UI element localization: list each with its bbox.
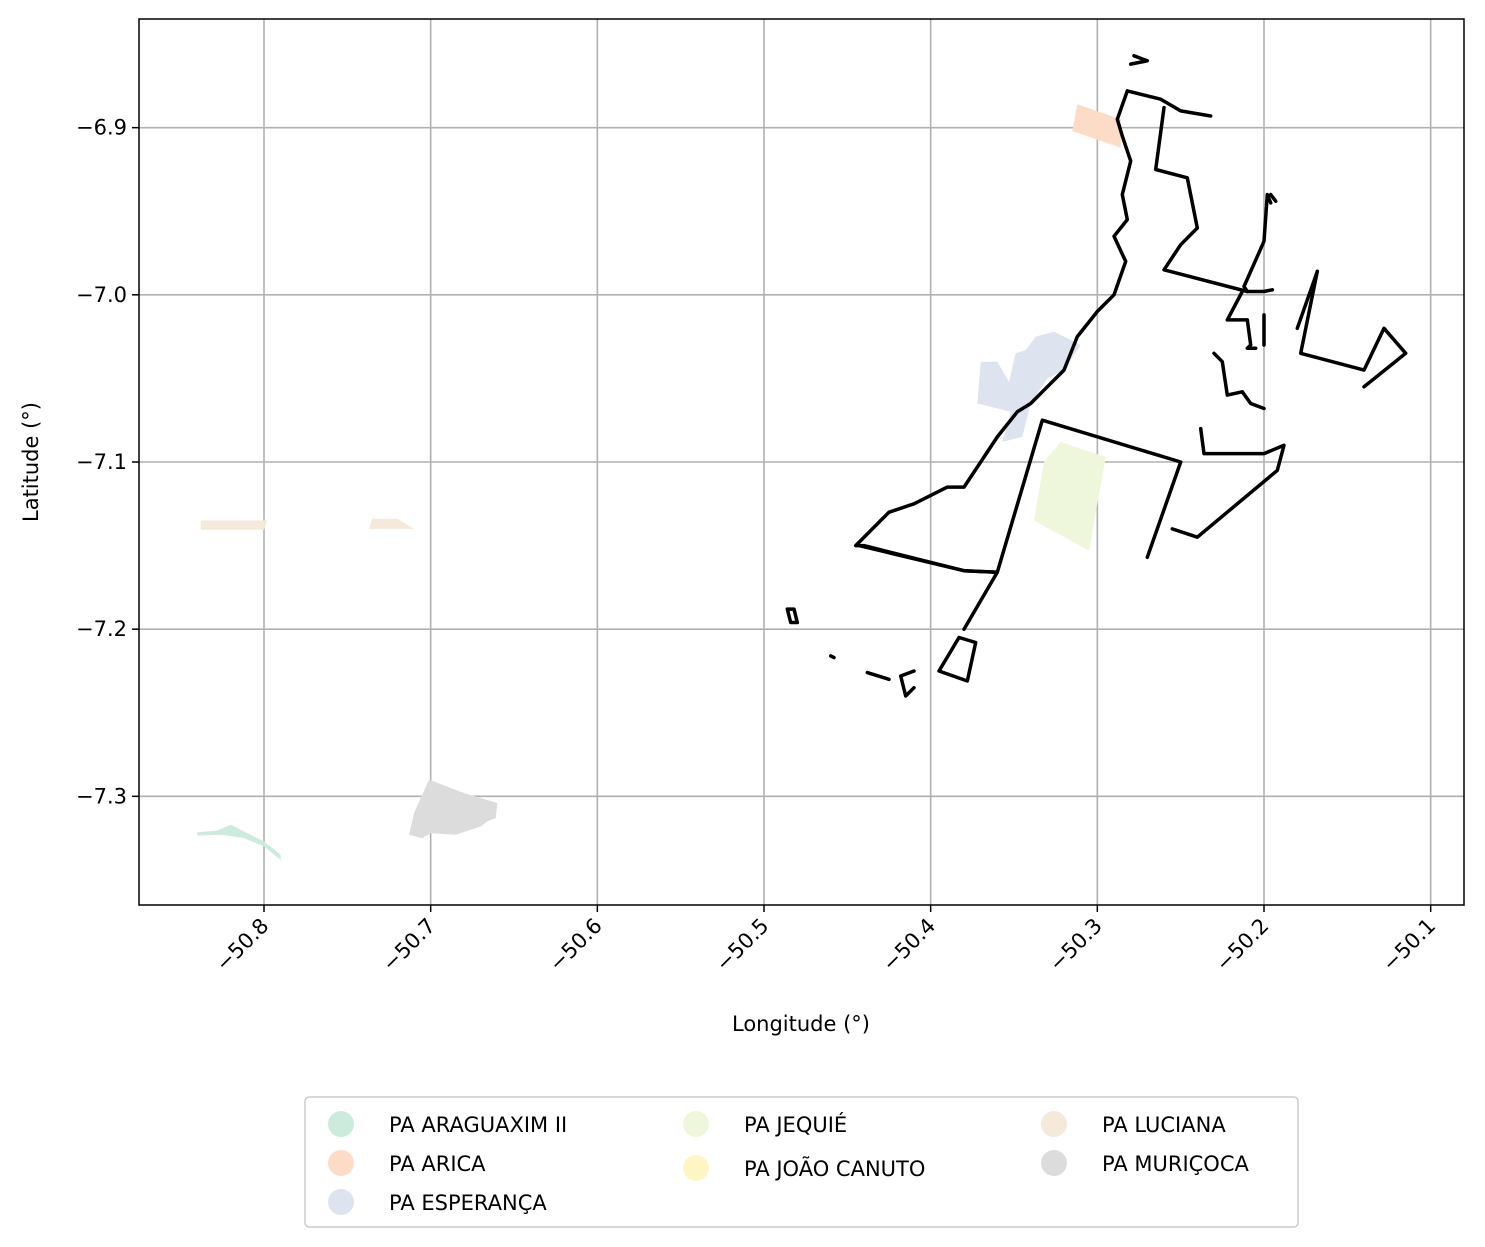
boundary-outline (785, 54, 1408, 698)
legend-swatch (1041, 1111, 1067, 1137)
legend-label: PA JEQUIÉ (744, 1112, 847, 1137)
y-tick-label: −7.2 (76, 617, 127, 641)
area-pa-muricoca (409, 779, 498, 839)
legend-swatch (683, 1155, 709, 1181)
boundary-line (1295, 269, 1320, 331)
boundary-line (857, 418, 1183, 575)
legend-label: PA ARICA (389, 1152, 486, 1176)
legend-swatch (328, 1150, 354, 1176)
boundary-line (1128, 54, 1150, 66)
boundary-line (1245, 288, 1275, 294)
boundary-line (853, 89, 1133, 631)
boundary-line (937, 635, 978, 683)
boundary-line (1298, 269, 1408, 389)
boundary-line (1153, 105, 1273, 294)
boundary-line (898, 669, 916, 698)
boundary-line (865, 670, 891, 682)
legend-swatch (328, 1189, 354, 1215)
legend-label: PA MURIÇOCA (1102, 1152, 1249, 1176)
y-axis-ticks: −6.9 −7.0 −7.1 −7.2 −7.3 (76, 116, 139, 808)
boundary-line (785, 607, 800, 625)
boundary-line (1212, 351, 1266, 411)
area-pa-jequie (1034, 441, 1106, 551)
area-pa-luciana (369, 518, 414, 529)
area-pa-arica (1072, 104, 1121, 148)
legend-label: PA LUCIANA (1102, 1113, 1226, 1137)
boundary-line (1225, 289, 1258, 351)
boundary-line (1125, 89, 1213, 118)
area-pa-esperanca (977, 331, 1081, 442)
boundary-line (1170, 426, 1286, 539)
y-tick-label: −6.9 (76, 116, 127, 140)
legend-swatch (683, 1111, 709, 1137)
x-axis-title: Longitude (°) (732, 1012, 870, 1036)
area-pa-luciana (200, 520, 268, 530)
legend-label: PA JOÃO CANUTO (744, 1155, 925, 1181)
legend-label: PA ESPERANÇA (389, 1191, 547, 1215)
legend-label: PA ARAGUAXIM II (389, 1113, 567, 1137)
legend-swatch (1041, 1150, 1067, 1176)
area-pa-araguaxim-ii (197, 824, 281, 860)
y-tick-label: −7.1 (76, 450, 127, 474)
boundary-line (1268, 192, 1278, 203)
legend-swatch (328, 1111, 354, 1137)
y-tick-label: −7.0 (76, 283, 127, 307)
legend: PA ARAGUAXIM II PA ARICA PA ESPERANÇA PA JE… (304, 1096, 1299, 1228)
area-polygons (197, 104, 1121, 860)
y-tick-label: −7.3 (76, 784, 127, 808)
y-axis-title: Latitude (°) (19, 402, 43, 522)
boundary-line (828, 654, 836, 660)
